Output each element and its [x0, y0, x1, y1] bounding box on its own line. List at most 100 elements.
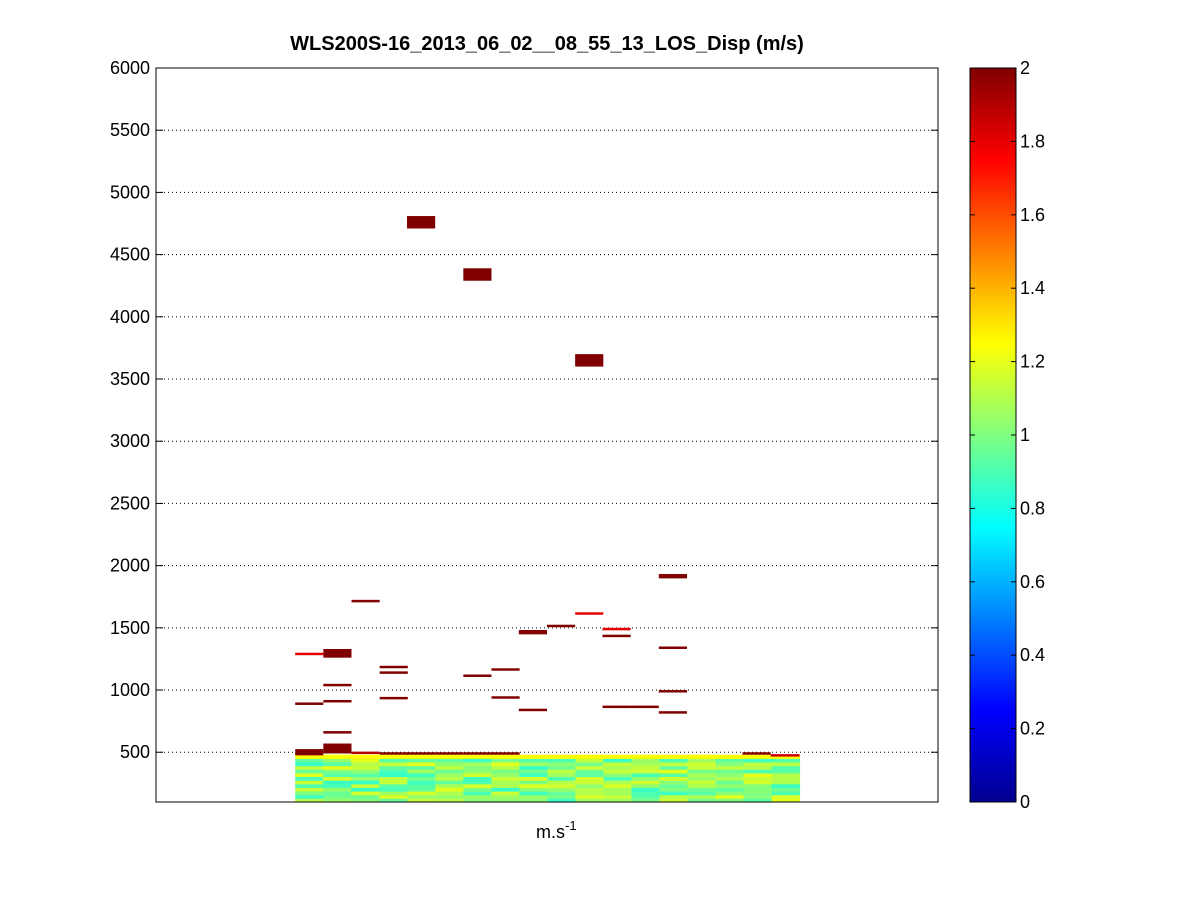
heatmap-cell: [491, 752, 520, 755]
heatmap-cell: [547, 765, 576, 770]
heatmap-cell: [351, 776, 380, 781]
heatmap-cell: [575, 769, 604, 774]
heatmap-cell: [603, 787, 632, 792]
heatmap-cell: [491, 776, 520, 781]
heatmap-cell: [435, 780, 464, 785]
heatmap-cell: [603, 761, 632, 767]
heatmap-cell: [743, 758, 773, 763]
y-tick-label: 1500: [110, 618, 150, 638]
colorbar-tick-label: 1.6: [1020, 205, 1045, 225]
heatmap-cell: [407, 798, 436, 803]
heatmap-cell: [602, 627, 631, 631]
heatmap-cell: [379, 780, 408, 785]
heatmap-cell: [743, 772, 773, 778]
heatmap-cell: [771, 761, 801, 767]
heatmap-cell: [491, 765, 520, 770]
heatmap-cell: [435, 776, 464, 781]
heatmap-cell: [771, 765, 801, 770]
heatmap-cell: [295, 783, 324, 788]
heatmap-cell: [379, 671, 408, 674]
heatmap-cell: [491, 769, 520, 774]
heatmap-cell: [659, 769, 688, 774]
heatmap-cell: [715, 787, 745, 792]
heatmap-cell: [687, 791, 717, 796]
heatmap-cell: [295, 761, 324, 767]
heatmap-cell: [687, 798, 717, 803]
heatmap-cell: [603, 754, 632, 759]
heatmap-cell: [602, 634, 631, 638]
heatmap-cell: [323, 772, 352, 778]
heatmap-cell: [463, 780, 492, 785]
colorbar-tick-label: 1: [1020, 425, 1030, 445]
heatmap-cell: [575, 765, 604, 770]
heatmap-cell: [715, 761, 745, 767]
heatmap-cell: [435, 765, 464, 770]
heatmap-cell: [295, 765, 324, 770]
heatmap-cell: [771, 798, 801, 803]
heatmap-cell: [687, 783, 717, 788]
heatmap-cell: [575, 761, 604, 767]
heatmap-cell: [575, 612, 604, 615]
heatmap-cell: [295, 791, 324, 796]
heatmap-cell: [603, 798, 632, 803]
heatmap-cell: [323, 794, 352, 799]
y-tick-label: 2000: [110, 556, 150, 576]
heatmap-cell: [687, 758, 717, 763]
heatmap-cell: [575, 791, 604, 796]
heatmap-cell: [491, 758, 520, 763]
heatmap-cell: [379, 791, 408, 796]
heatmap-cell: [463, 776, 492, 781]
heatmap-cell: [491, 791, 520, 796]
heatmap-cell: [687, 754, 717, 759]
heatmap-cell: [323, 743, 352, 754]
heatmap-cell: [631, 754, 660, 759]
heatmap-cell: [631, 758, 660, 763]
heatmap-cell: [491, 696, 520, 699]
heatmap-cell: [323, 787, 352, 792]
heatmap-cell: [631, 783, 660, 788]
heatmap-cell: [575, 754, 604, 759]
heatmap-cell: [519, 761, 548, 767]
heatmap-cell: [463, 798, 492, 803]
heatmap-cell: [631, 776, 660, 781]
heatmap-cell: [687, 765, 717, 770]
heatmap-cell: [435, 772, 464, 778]
heatmap-cell: [575, 776, 604, 781]
heatmap-cell: [491, 798, 520, 803]
heatmap-cell: [379, 769, 408, 774]
heatmap-cell: [631, 787, 660, 792]
heatmap-cell: [519, 791, 548, 796]
heatmap-cell: [743, 776, 773, 781]
heatmap-cell: [547, 772, 576, 778]
heatmap-cell: [435, 761, 464, 767]
heatmap-cell: [658, 646, 687, 649]
heatmap-cell: [407, 787, 436, 792]
heatmap-cell: [463, 794, 492, 799]
heatmap-cell: [687, 772, 717, 778]
heatmap-cell: [379, 772, 408, 778]
heatmap-cell: [687, 769, 717, 774]
heatmap-cell: [575, 794, 604, 799]
heatmap-cell: [351, 787, 380, 792]
heatmap-cell: [519, 787, 548, 792]
heatmap-cell: [379, 665, 408, 669]
heatmap-cell: [323, 699, 352, 703]
heatmap-cell: [519, 798, 548, 803]
heatmap-cell: [575, 772, 604, 778]
heatmap-cell: [715, 798, 745, 803]
heatmap-cell: [659, 787, 688, 792]
heatmap-cell: [659, 783, 688, 788]
heatmap-cell: [295, 652, 324, 656]
heatmap-cell: [379, 765, 408, 770]
heatmap-cell: [575, 758, 604, 763]
heatmap-cell: [770, 754, 800, 757]
heatmap-cell: [463, 752, 492, 755]
heatmap-cell: [379, 783, 408, 788]
heatmap-cell: [463, 268, 492, 281]
heatmap-cell: [659, 780, 688, 785]
heatmap-cell: [659, 798, 688, 803]
heatmap-cell: [351, 751, 380, 755]
heatmap-cell: [491, 668, 520, 671]
heatmap-cell: [547, 783, 576, 788]
